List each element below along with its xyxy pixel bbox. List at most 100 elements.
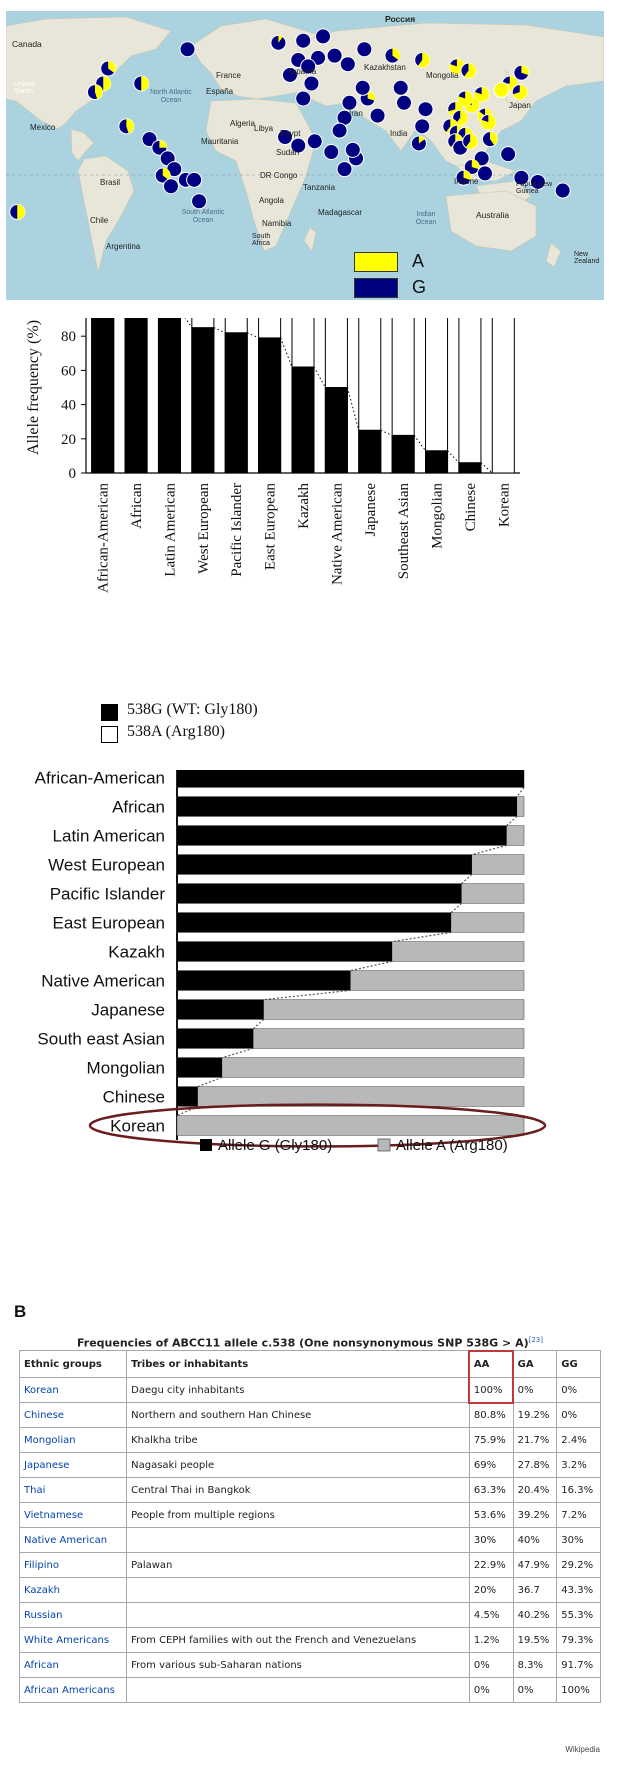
allele-pie-marker[interactable] — [331, 122, 348, 139]
allele-pie-marker[interactable] — [100, 60, 117, 77]
bar-allele-g — [177, 912, 452, 933]
map-label-north-atlantic: North Atlantic Ocean — [150, 89, 192, 104]
allele-pie-marker[interactable] — [303, 75, 320, 92]
allele-pie-marker[interactable] — [554, 182, 571, 199]
cell-ethnic-group[interactable]: African — [18, 1652, 128, 1678]
cell-ethnic-group[interactable]: Russian — [18, 1602, 128, 1628]
allele-pie-marker[interactable] — [457, 90, 474, 107]
allele-pie-marker[interactable] — [369, 107, 386, 124]
table-row: Vietnamese People from multiple regions 53… — [18, 1502, 601, 1528]
cell-ethnic-group[interactable]: Vietnamese — [18, 1502, 128, 1528]
allele-pie-marker[interactable] — [277, 129, 294, 146]
allele-pie-marker[interactable] — [480, 114, 497, 131]
allele-pie-marker[interactable] — [86, 84, 103, 101]
allele-pie-marker[interactable] — [281, 66, 298, 83]
map-label-kazakhstan: Kazakhstan — [364, 63, 406, 72]
cell-tribe: People from multiple regions — [126, 1502, 470, 1528]
allele-pie-marker[interactable] — [511, 84, 528, 101]
allele-pie-marker[interactable] — [323, 144, 340, 161]
x-tick-label: Korean — [496, 483, 512, 528]
allele-pie-marker[interactable] — [341, 94, 358, 111]
bar-538g — [224, 332, 248, 474]
map-label-australia: Australia — [476, 210, 510, 220]
table-caption-ref[interactable]: [23] — [528, 1336, 543, 1344]
allele-pie-marker[interactable] — [336, 161, 353, 178]
x-tick-label: West European — [196, 483, 212, 574]
cell-ethnic-group[interactable]: Korean — [18, 1377, 128, 1403]
allele-pie-marker[interactable] — [481, 131, 498, 148]
allele-pie-marker[interactable] — [300, 58, 317, 75]
allele-pie-marker[interactable] — [179, 41, 196, 58]
allele-pie-marker[interactable] — [513, 169, 530, 186]
allele-pie-marker[interactable] — [477, 165, 494, 182]
allele-pie-marker[interactable] — [500, 146, 517, 163]
allele-pie-marker[interactable] — [396, 94, 413, 111]
x-tick-label: African — [129, 483, 145, 529]
allele-pie-marker[interactable] — [493, 81, 510, 98]
bar-allele-a — [176, 1115, 525, 1136]
table-caption: Frequencies of ABCC11 allele c.538 (One … — [14, 1330, 606, 1350]
allele-pie-marker[interactable] — [344, 141, 361, 158]
x-tick-label: Kazakh — [296, 483, 312, 529]
bar-538g — [291, 366, 315, 474]
allele-pie-marker[interactable] — [290, 137, 307, 154]
allele-pie-marker[interactable] — [417, 101, 434, 118]
allele-pie-marker[interactable] — [414, 51, 431, 68]
allele-pie-marker[interactable] — [339, 56, 356, 73]
allele-pie-marker[interactable] — [306, 133, 323, 150]
allele-pie-marker[interactable] — [154, 167, 171, 184]
x-tick-label: East European — [263, 483, 279, 571]
allele-pie-marker[interactable] — [270, 34, 287, 51]
cell-ethnic-group[interactable]: African Americans — [18, 1677, 128, 1703]
allele-pie-marker[interactable] — [354, 79, 371, 96]
y-tick-label: 60 — [61, 363, 76, 379]
cell-ethnic-group[interactable]: White Americans — [18, 1627, 128, 1653]
cell-aa: 0% — [468, 1677, 514, 1703]
map-label-angola: Angola — [259, 196, 284, 205]
y-tick-label: 20 — [61, 432, 76, 448]
allele-pie-marker[interactable] — [315, 28, 332, 45]
allele-pie-marker[interactable] — [513, 64, 530, 81]
allele-pie-marker[interactable] — [384, 47, 401, 64]
allele-pie-marker[interactable] — [529, 173, 546, 190]
allele-pie-marker[interactable] — [118, 118, 135, 135]
map-canvas — [6, 11, 604, 300]
allele-pie-marker[interactable] — [326, 47, 343, 64]
cell-ethnic-group[interactable]: Mongolian — [18, 1427, 128, 1453]
cell-tribe: Northern and southern Han Chinese — [126, 1402, 470, 1428]
x-tick-label: Japanese — [363, 483, 379, 537]
category-label: Kazakh — [108, 943, 165, 962]
cell-ethnic-group[interactable]: Thai — [18, 1477, 128, 1503]
map-label-brasil: Brasil — [100, 178, 121, 187]
allele-pie-marker[interactable] — [9, 203, 26, 220]
allele-pie-marker[interactable] — [295, 32, 312, 49]
cell-tribe: Palawan — [126, 1552, 470, 1578]
cell-ethnic-group[interactable]: Native American — [18, 1527, 128, 1553]
allele-pie-marker[interactable] — [392, 79, 409, 96]
category-label: Latin American — [53, 827, 165, 846]
allele-pie-marker[interactable] — [455, 169, 472, 186]
cell-aa: 53.6% — [468, 1502, 514, 1528]
cell-ethnic-group[interactable]: Chinese — [18, 1402, 128, 1428]
allele-pie-marker[interactable] — [356, 41, 373, 58]
cell-ethnic-group[interactable]: Filipino — [18, 1552, 128, 1578]
allele-pie-marker[interactable] — [460, 62, 477, 79]
bar-538g — [157, 310, 181, 474]
cell-gg: 29.2% — [556, 1552, 601, 1578]
allele-pie-marker[interactable] — [133, 75, 150, 92]
cell-ethnic-group[interactable]: Japanese — [18, 1452, 128, 1478]
allele-pie-marker[interactable] — [295, 90, 312, 107]
allele-pie-marker[interactable] — [414, 118, 431, 135]
allele-pie-marker[interactable] — [462, 133, 479, 150]
allele-pie-marker[interactable] — [186, 171, 203, 188]
allele-pie-marker[interactable] — [162, 178, 179, 195]
allele-pie-marker[interactable] — [463, 158, 480, 175]
category-label: West European — [48, 856, 165, 875]
allele-pie-marker[interactable] — [410, 135, 427, 152]
allele-pie-marker[interactable] — [151, 139, 168, 156]
cell-gg: 0% — [556, 1402, 601, 1428]
allele-pie-marker[interactable] — [473, 86, 490, 103]
cell-aa: 4.5% — [468, 1602, 514, 1628]
allele-pie-marker[interactable] — [191, 193, 208, 210]
cell-ethnic-group[interactable]: Kazakh — [18, 1577, 128, 1603]
